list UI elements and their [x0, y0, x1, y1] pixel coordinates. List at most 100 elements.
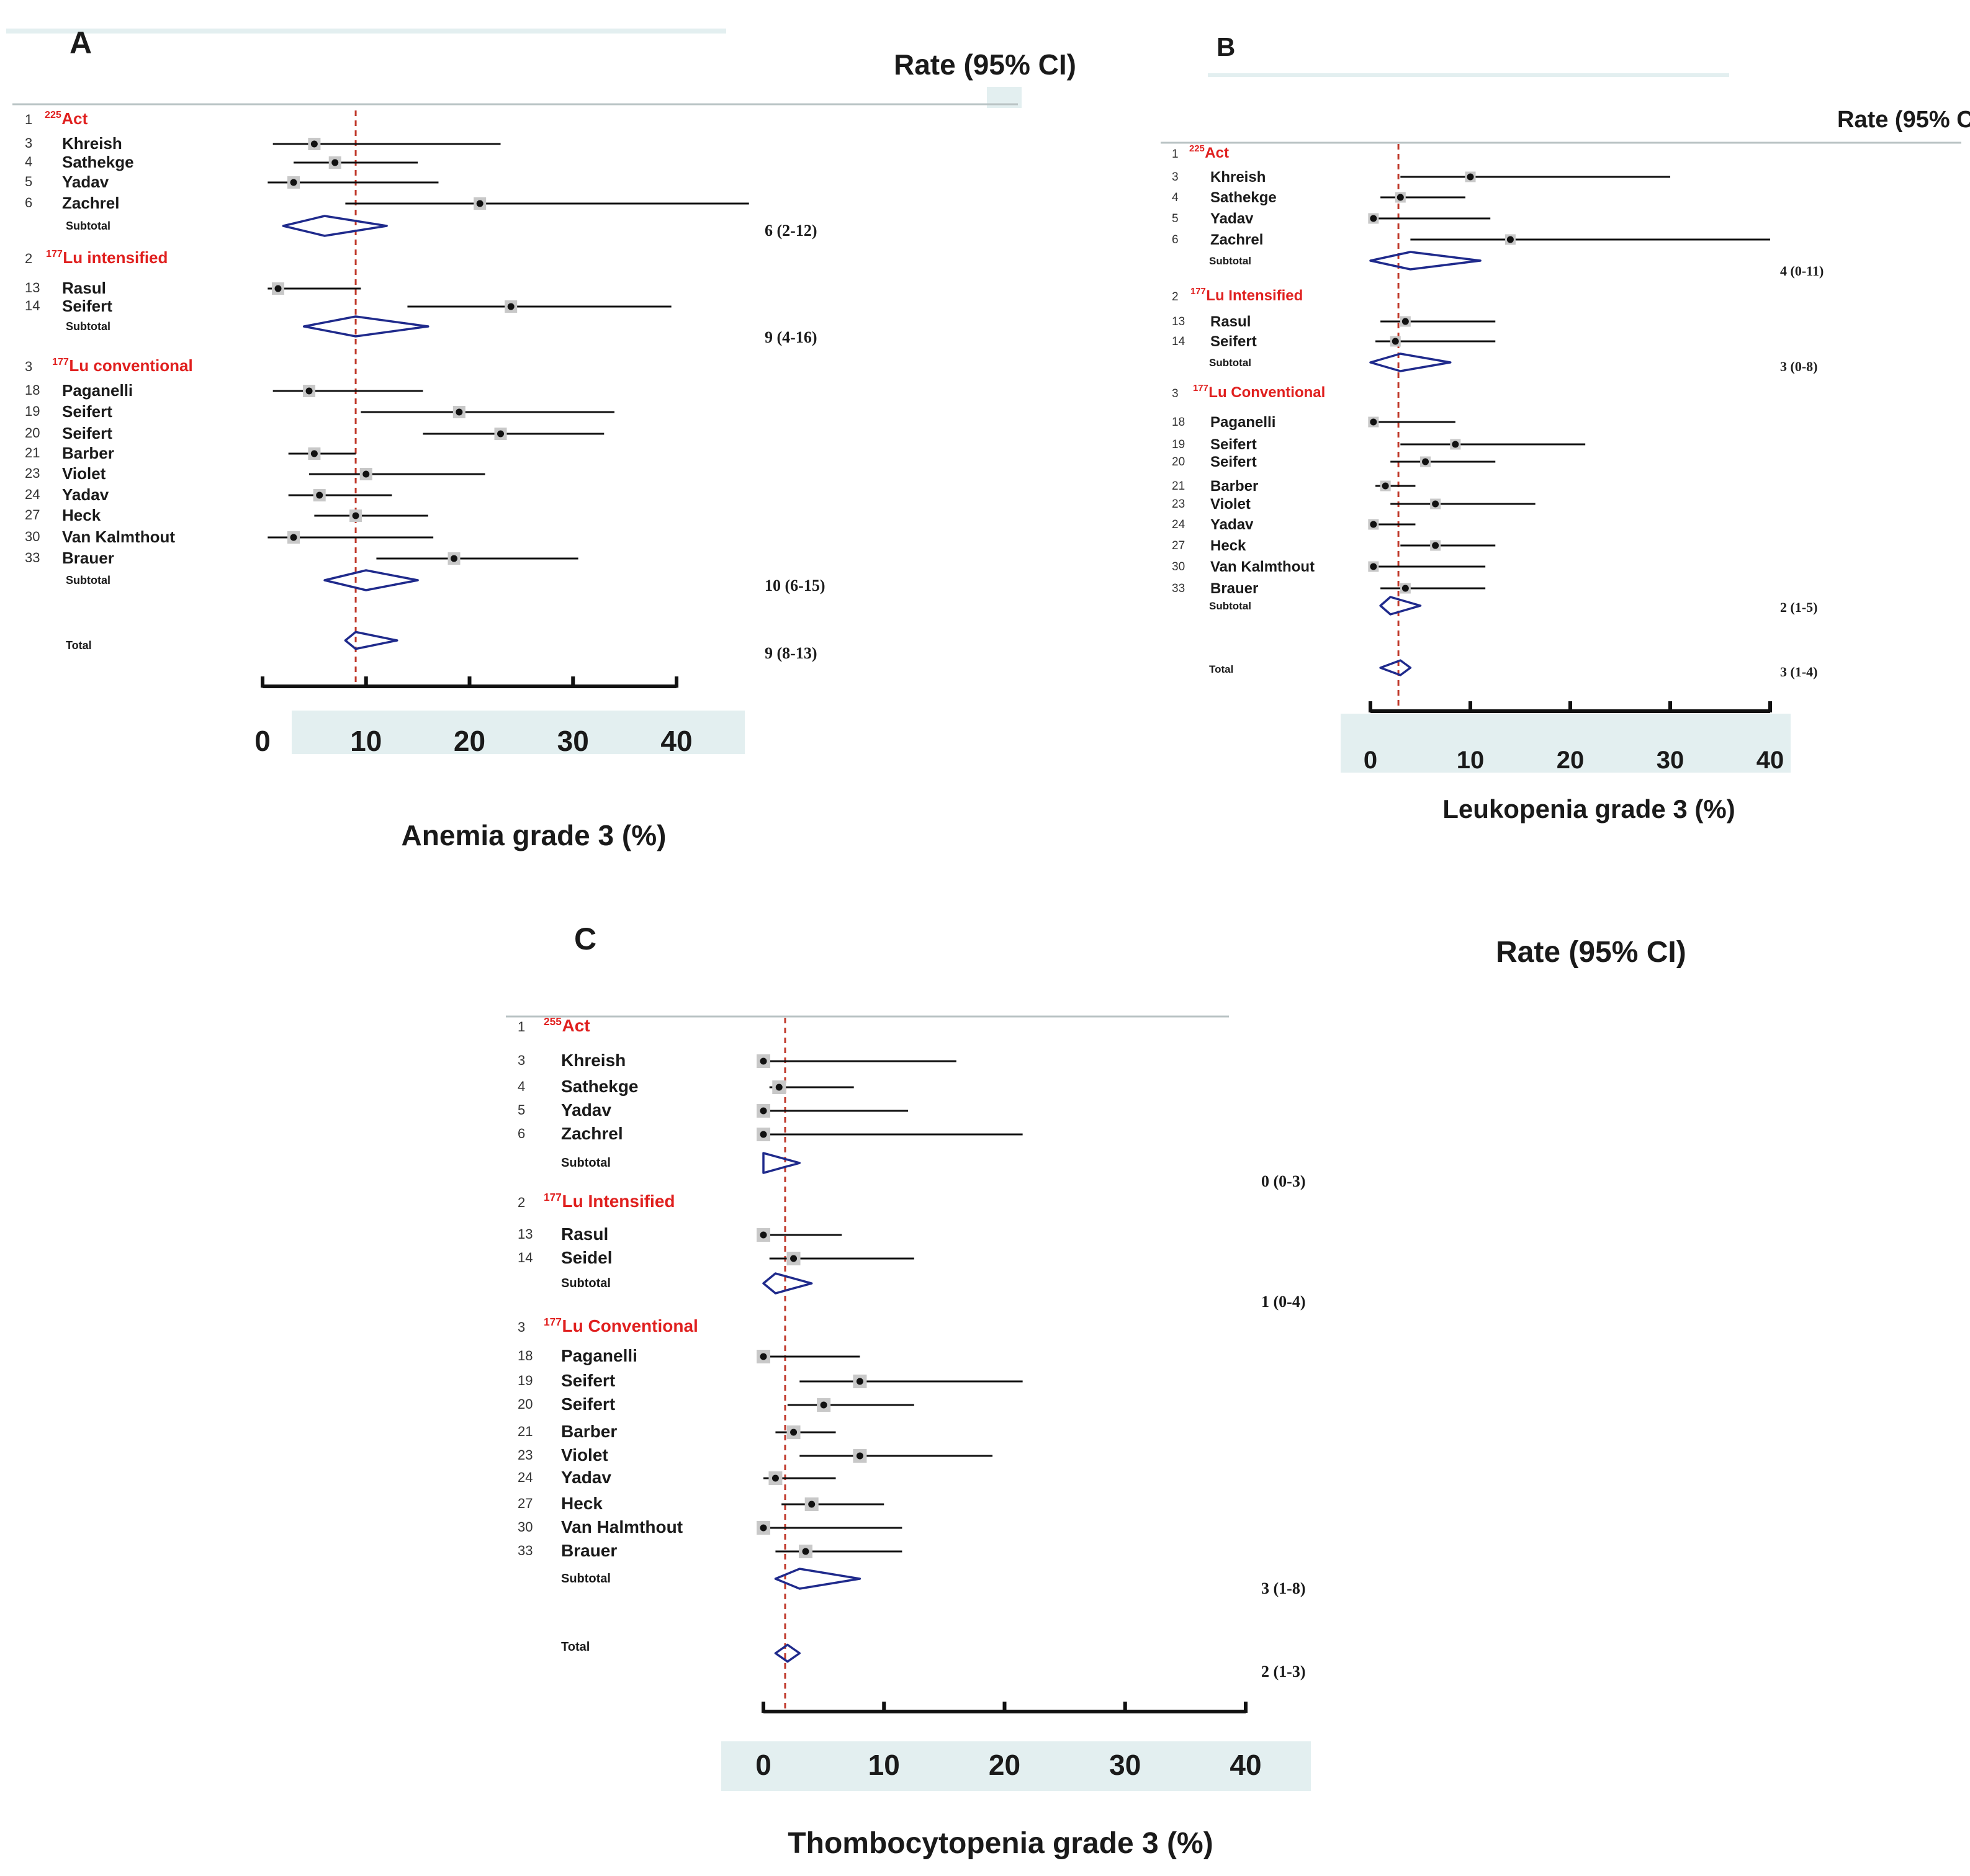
study-point-estimate — [1392, 338, 1399, 345]
study-id: 24 — [518, 1470, 533, 1485]
group-label: Lu Conventional — [1208, 384, 1325, 401]
x-tick-label: 20 — [1557, 747, 1585, 774]
study-name: Rasul — [1210, 313, 1251, 330]
subtotal-diamond — [302, 315, 430, 338]
study-name: Seifert — [1210, 454, 1257, 470]
study-point-estimate — [310, 450, 318, 457]
study-name: Yadav — [62, 173, 109, 191]
study-point-estimate — [802, 1548, 809, 1555]
total-label: Total — [66, 639, 92, 652]
study-name: Heck — [1210, 537, 1246, 554]
study-id: 27 — [1172, 539, 1185, 552]
study-point-estimate — [760, 1524, 767, 1532]
study-point-estimate — [760, 1057, 767, 1065]
study-point-estimate — [497, 430, 505, 438]
study-id: 33 — [518, 1543, 533, 1558]
study-id: 24 — [1172, 518, 1185, 531]
x-axis-label: Anemia grade 3 (%) — [402, 819, 667, 851]
panel-letter: C — [574, 922, 596, 956]
group-label: Lu conventional — [69, 356, 192, 375]
group-number: 3 — [1172, 387, 1179, 400]
study-name: Brauer — [62, 549, 114, 567]
subtotal-label: Subtotal — [561, 1572, 611, 1586]
study-id: 18 — [1172, 416, 1185, 429]
subtotal-diamond — [762, 1272, 813, 1295]
study-id: 23 — [518, 1447, 533, 1463]
study-point-estimate — [362, 470, 370, 478]
study-name: Seifert — [1210, 333, 1257, 350]
study-name: Barber — [62, 444, 114, 462]
study-point-estimate — [1432, 542, 1439, 549]
header-band — [1208, 73, 1729, 77]
study-id: 6 — [25, 195, 32, 210]
subtotal-label: Subtotal — [66, 220, 110, 232]
subtotal-rate-ci: 1 (0-4) — [1261, 1293, 1305, 1311]
study-point-estimate — [856, 1452, 863, 1460]
study-name: Sathekge — [62, 153, 134, 171]
study-point-estimate — [507, 303, 515, 310]
header-band — [6, 29, 726, 34]
study-id: 18 — [25, 382, 40, 398]
study-point-estimate — [1397, 194, 1404, 201]
study-name: Van Kalmthout — [1210, 559, 1315, 575]
study-point-estimate — [1422, 458, 1429, 465]
study-id: 24 — [25, 487, 40, 502]
study-name: Khreish — [62, 134, 122, 153]
study-id: 27 — [518, 1496, 533, 1511]
group-isotope-superscript: 177 — [46, 248, 63, 259]
study-name: Brauer — [1210, 580, 1258, 597]
study-id: 27 — [25, 507, 40, 523]
study-id: 3 — [25, 135, 32, 151]
group-number: 1 — [25, 112, 32, 127]
x-tick-label: 30 — [1657, 747, 1684, 774]
x-tick-label: 20 — [989, 1749, 1020, 1781]
group-label: Lu Intensified — [1206, 287, 1303, 304]
study-name: Brauer — [561, 1541, 617, 1560]
study-id: 20 — [25, 425, 40, 441]
study-id: 20 — [518, 1396, 533, 1412]
x-tick-label: 10 — [350, 725, 382, 757]
total-label: Total — [561, 1640, 590, 1654]
group-number: 3 — [518, 1319, 525, 1335]
study-name: Rasul — [62, 279, 106, 297]
x-tick-label: 40 — [1756, 747, 1784, 774]
study-name: Van Halmthout — [561, 1517, 683, 1537]
study-name: Sathekge — [561, 1077, 639, 1096]
study-id: 21 — [518, 1424, 533, 1439]
study-id: 33 — [25, 550, 40, 565]
subtotal-rate-ci: 6 (2-12) — [765, 222, 817, 240]
study-point-estimate — [820, 1401, 827, 1409]
group-label: Lu Intensified — [562, 1192, 675, 1211]
study-name: Yadav — [1210, 210, 1254, 227]
study-point-estimate — [290, 179, 297, 186]
study-name: Heck — [561, 1494, 603, 1513]
group-number: 2 — [1172, 290, 1179, 303]
study-point-estimate — [316, 491, 323, 499]
study-point-estimate — [1401, 585, 1409, 592]
subtotal-diamond — [1379, 596, 1422, 616]
study-name: Yadav — [561, 1100, 611, 1120]
subtotal-label: Subtotal — [1209, 600, 1251, 612]
study-name: Rasul — [561, 1224, 608, 1244]
subtotal-diamond — [1369, 352, 1452, 372]
subtotal-label: Subtotal — [561, 1156, 611, 1170]
subtotal-rate-ci: 0 (0-3) — [1261, 1172, 1305, 1190]
study-id: 5 — [518, 1102, 525, 1118]
study-point-estimate — [1506, 236, 1514, 243]
study-name: Barber — [1210, 478, 1258, 495]
study-id: 4 — [518, 1079, 525, 1094]
study-name: Heck — [62, 506, 101, 524]
study-id: 19 — [25, 403, 40, 419]
study-point-estimate — [1401, 318, 1409, 325]
subtotal-label: Subtotal — [1209, 357, 1251, 369]
study-point-estimate — [1452, 441, 1459, 448]
study-point-estimate — [1432, 500, 1439, 508]
group-isotope-superscript: 177 — [1190, 287, 1206, 297]
study-point-estimate — [790, 1429, 798, 1436]
study-point-estimate — [760, 1107, 767, 1115]
study-name: Barber — [561, 1422, 617, 1441]
x-tick-label: 0 — [254, 725, 271, 757]
total-rate-ci: 3 (1-4) — [1780, 664, 1817, 680]
study-point-estimate — [856, 1378, 863, 1385]
